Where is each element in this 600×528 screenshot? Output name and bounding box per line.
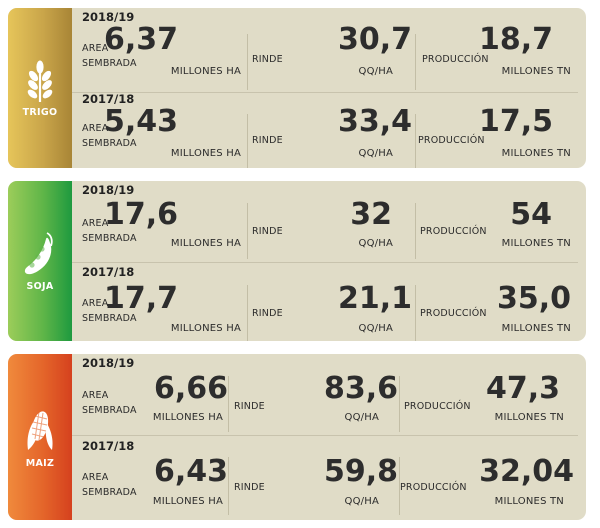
- produccion-label: PRODUCCIÓN: [420, 308, 487, 319]
- area-value: 6,37: [103, 22, 178, 57]
- area-unit: MILLONES HA: [170, 238, 241, 249]
- area-unit: MILLONES HA: [152, 412, 223, 423]
- rinde-unit: QQ/HA: [358, 323, 393, 334]
- rinde-label: RINDE: [252, 54, 283, 65]
- row-divider: [72, 92, 578, 93]
- stats-row: 2017/18 AREA SEMBRADA 17,7 MILLONES HA RI…: [72, 263, 586, 341]
- stats-row: 2018/19 AREA SEMBRADA 6,66 MILLONES HA RI…: [72, 354, 586, 440]
- area-value: 17,7: [103, 281, 178, 316]
- rinde-unit: QQ/HA: [344, 496, 379, 507]
- rinde-label: RINDE: [234, 401, 265, 412]
- season-year: 2018/19: [82, 183, 135, 197]
- area-label: AREA SEMBRADA: [82, 390, 137, 416]
- crop-card-trigo: TRIGO 2018/19 AREA SEMBRADA 6,37 MILLONES…: [8, 8, 586, 168]
- season-year: 2018/19: [82, 356, 135, 370]
- produccion-label: PRODUCCIÓN: [400, 482, 467, 493]
- corn-icon: [27, 410, 53, 450]
- stats-row: 2018/19 AREA SEMBRADA 17,6 MILLONES HA RI…: [72, 181, 586, 267]
- stats-row: 2018/19 AREA SEMBRADA 6,37 MILLONES HA RI…: [72, 8, 586, 94]
- rinde-value: 33,4: [337, 104, 412, 139]
- area-label: AREA SEMBRADA: [82, 43, 137, 69]
- rinde-unit: QQ/HA: [358, 148, 393, 159]
- area-unit: MILLONES HA: [170, 323, 241, 334]
- crop-name: MAIZ: [25, 457, 55, 469]
- row-divider: [72, 435, 578, 436]
- stats-row: 2017/18 AREA SEMBRADA 5,43 MILLONES HA RI…: [72, 90, 586, 168]
- produccion-label: PRODUCCIÓN: [420, 226, 487, 237]
- area-unit: MILLONES HA: [170, 66, 241, 77]
- produccion-unit: MILLONES TN: [501, 66, 571, 77]
- produccion-unit: MILLONES TN: [501, 148, 571, 159]
- crop-name: TRIGO: [22, 106, 58, 118]
- produccion-label: PRODUCCIÓN: [404, 401, 471, 412]
- produccion-value: 18,7: [478, 22, 553, 57]
- area-label: AREA SEMBRADA: [82, 218, 137, 244]
- season-year: 2018/19: [82, 10, 135, 24]
- area-value: 6,43: [153, 454, 228, 489]
- crop-card-soja: SOJA 2018/19 AREA SEMBRADA 17,6 MILLONES …: [8, 181, 586, 341]
- produccion-value: 17,5: [478, 104, 553, 139]
- produccion-unit: MILLONES TN: [494, 496, 564, 507]
- rinde-unit: QQ/HA: [344, 412, 379, 423]
- produccion-label: PRODUCCIÓN: [418, 135, 485, 146]
- soybean-pod-icon: [24, 231, 53, 274]
- area-label: AREA SEMBRADA: [82, 123, 137, 149]
- wheat-icon: [27, 60, 53, 102]
- produccion-value: 54: [510, 197, 552, 232]
- produccion-value: 47,3: [485, 371, 560, 406]
- produccion-unit: MILLONES TN: [494, 412, 564, 423]
- season-year: 2017/18: [82, 265, 135, 279]
- rinde-value: 59,8: [323, 454, 398, 489]
- produccion-label: PRODUCCIÓN: [422, 54, 489, 65]
- season-year: 2017/18: [82, 439, 135, 453]
- rinde-unit: QQ/HA: [358, 238, 393, 249]
- area-value: 6,66: [153, 371, 228, 406]
- area-value: 17,6: [103, 197, 178, 232]
- rinde-label: RINDE: [252, 308, 283, 319]
- area-unit: MILLONES HA: [152, 496, 223, 507]
- rinde-label: RINDE: [252, 135, 283, 146]
- rinde-value: 21,1: [337, 281, 412, 316]
- rinde-label: RINDE: [234, 482, 265, 493]
- area-unit: MILLONES HA: [170, 148, 241, 159]
- rinde-value: 32: [350, 197, 392, 232]
- crop-sidebar-soja: SOJA: [8, 181, 72, 341]
- crop-sidebar-maiz: MAIZ: [8, 354, 72, 520]
- rinde-value: 30,7: [337, 22, 412, 57]
- rinde-value: 83,6: [323, 371, 398, 406]
- crop-sidebar-trigo: TRIGO: [8, 8, 72, 168]
- produccion-unit: MILLONES TN: [501, 323, 571, 334]
- row-divider: [72, 262, 578, 263]
- area-value: 5,43: [103, 104, 178, 139]
- stats-row: 2017/18 AREA SEMBRADA 6,43 MILLONES HA RI…: [72, 437, 586, 520]
- rinde-label: RINDE: [252, 226, 283, 237]
- area-label: AREA SEMBRADA: [82, 472, 137, 498]
- rinde-unit: QQ/HA: [358, 66, 393, 77]
- produccion-value: 32,04: [479, 454, 574, 489]
- area-label: AREA SEMBRADA: [82, 298, 137, 324]
- produccion-unit: MILLONES TN: [501, 238, 571, 249]
- crop-name: SOJA: [26, 280, 54, 292]
- season-year: 2017/18: [82, 92, 135, 106]
- crop-card-maiz: MAIZ 2018/19 AREA SEMBRADA 6,66 MILLONES …: [8, 354, 586, 520]
- produccion-value: 35,0: [496, 281, 571, 316]
